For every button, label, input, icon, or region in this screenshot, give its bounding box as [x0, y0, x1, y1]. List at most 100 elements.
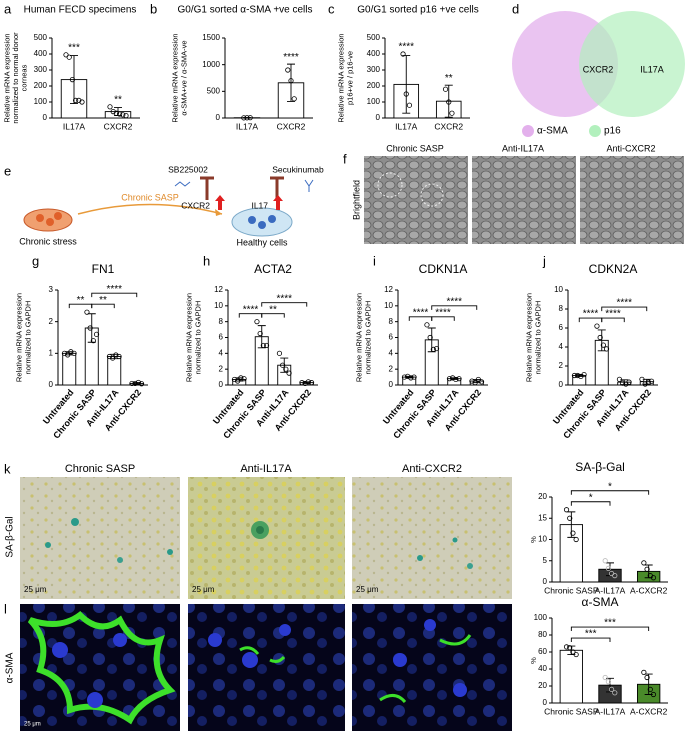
chart-title: CDKN1A	[419, 262, 468, 276]
panel-label: i	[373, 253, 376, 268]
data-point	[641, 669, 647, 676]
data-point	[563, 644, 570, 650]
data-point	[602, 558, 608, 564]
data-point	[641, 560, 647, 566]
chart-title: CDKN2A	[589, 262, 638, 276]
up-arrow	[215, 195, 225, 210]
significance-bracket	[261, 313, 285, 318]
y-tick-label: 0	[376, 113, 381, 122]
chart-title: FN1	[92, 262, 115, 276]
alpha-sma-images: α-SMA 25 μm	[5, 604, 512, 731]
column-label: Anti-CXCR2	[606, 143, 655, 153]
data-point	[581, 371, 587, 378]
data-point	[71, 350, 77, 356]
data-point	[647, 686, 653, 693]
data-point	[238, 375, 244, 381]
data-point	[446, 376, 453, 382]
data-point	[263, 342, 270, 349]
significance-bracket	[570, 637, 611, 643]
x-tick-label: A-IL17A	[595, 585, 626, 595]
significance-label: ****	[283, 52, 299, 63]
chart-title: ACTA2	[254, 262, 292, 276]
data-point	[644, 674, 650, 681]
data-point	[433, 345, 440, 352]
micrograph	[580, 156, 684, 244]
y-axis-label: Relative mRNA expressionp16+ve / p16-ve	[337, 33, 355, 122]
panel-label: c	[328, 1, 335, 16]
bar	[107, 356, 122, 386]
panel-label: e	[4, 163, 11, 178]
y-axis-label: Relative mRNA expressionnormalized to GA…	[15, 293, 33, 382]
y-tick-label: 80	[538, 630, 547, 639]
data-point	[276, 350, 283, 356]
data-point	[283, 366, 289, 372]
data-point	[73, 97, 79, 104]
y-axis-label: Relative mRNA expressionnormalized to GA…	[355, 293, 373, 382]
data-point	[427, 334, 433, 341]
significance-bracket	[570, 501, 611, 506]
data-point	[286, 370, 292, 376]
data-point	[573, 536, 579, 543]
venn-label: IL17A	[640, 64, 664, 74]
sa-beta-gal-images: SA-β-Gal Chronic SASP Anti-IL17A Anti-CX…	[5, 463, 512, 599]
data-point	[644, 566, 650, 572]
y-tick-label: 0	[543, 698, 548, 707]
significance-label: ***	[585, 629, 597, 640]
schematic-label: CXCR2	[181, 200, 210, 210]
schematic-label: SB225002	[168, 164, 208, 174]
y-tick-label: 0	[219, 380, 224, 389]
data-point	[120, 112, 126, 118]
bar	[559, 649, 583, 704]
significance-bracket	[570, 626, 650, 632]
data-point	[612, 573, 618, 579]
column-label: Anti-IL17A	[240, 463, 292, 475]
panel-label: g	[32, 253, 39, 268]
data-point	[129, 380, 135, 387]
x-tick-label: A-CXCR2	[630, 706, 668, 716]
data-point	[605, 565, 612, 572]
data-point	[456, 376, 462, 382]
y-tick-label: 6	[219, 333, 224, 342]
data-point	[63, 52, 69, 58]
chart-title: α-SMA	[582, 595, 619, 609]
data-point	[648, 378, 655, 384]
y-tick-label: 500	[207, 86, 221, 95]
data-point	[570, 649, 576, 655]
y-tick-label: 2	[389, 364, 394, 373]
x-tick-label: A-CXCR2	[630, 585, 668, 595]
significance-label: ****	[413, 307, 429, 318]
y-tick-label: 60	[538, 647, 547, 656]
legend-label: α-SMA	[537, 126, 568, 137]
data-point	[68, 349, 74, 355]
schematic-label: Chronic SASP	[121, 192, 179, 202]
data-point	[567, 515, 573, 521]
error-bar	[402, 55, 411, 114]
y-tick-label: 6	[389, 333, 394, 342]
y-tick-label: 8	[389, 317, 394, 326]
data-point	[87, 325, 93, 331]
data-point	[650, 575, 657, 581]
up-arrow	[273, 195, 283, 210]
micrograph	[188, 604, 345, 731]
data-point	[446, 99, 452, 105]
y-tick-label: 1500	[202, 33, 220, 42]
row-label: SA-β-Gal	[5, 516, 16, 557]
data-point	[244, 115, 250, 121]
y-tick-label: 0	[43, 113, 48, 122]
chart-title: Human FECD specimens	[24, 5, 137, 16]
y-tick-label: 400	[34, 49, 48, 58]
x-tick-label: IL17A	[236, 121, 259, 131]
data-point	[424, 322, 430, 328]
y-tick-label: 0	[389, 380, 394, 389]
x-tick-label: IL17A	[63, 121, 86, 131]
significance-label: ****	[446, 296, 462, 307]
data-point	[123, 113, 129, 119]
data-point	[280, 362, 286, 368]
data-point	[247, 115, 253, 121]
schematic-label: Chronic stress	[19, 236, 77, 246]
data-point	[107, 104, 113, 110]
data-point	[113, 110, 120, 116]
y-tick-label: 6	[559, 323, 564, 332]
y-tick-label: 10	[214, 301, 223, 310]
